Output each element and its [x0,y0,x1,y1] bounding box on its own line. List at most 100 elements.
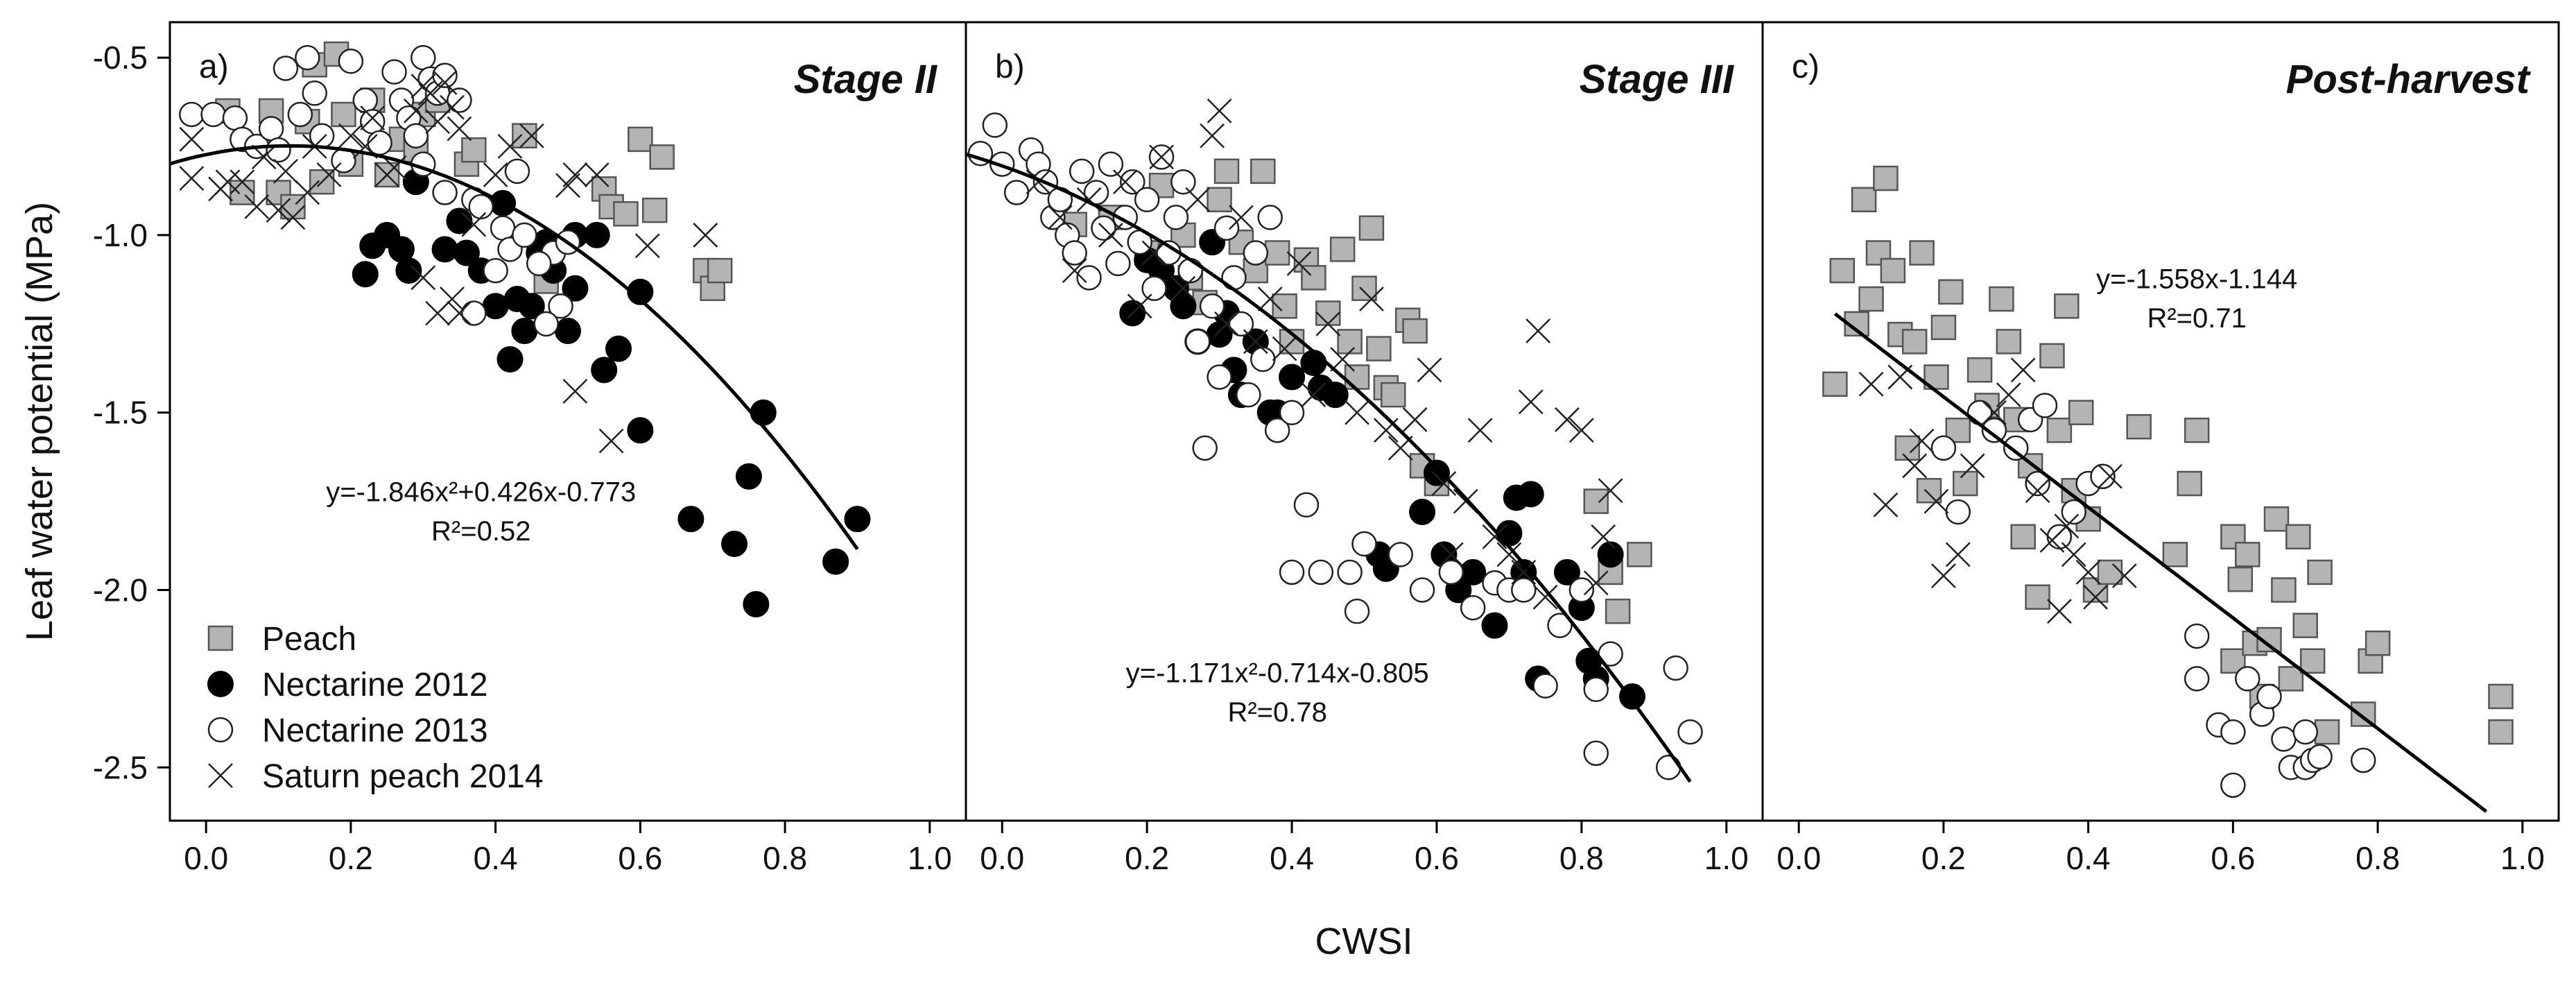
data-point [707,257,733,284]
legend-marker [207,625,234,651]
data-point [1207,99,1232,123]
data-point [410,265,436,291]
data-point [591,357,618,384]
data-point [1069,158,1095,185]
data-point [2054,513,2080,539]
panel-c-equation: y=-1.558x-1.144 [2096,264,2297,295]
data-point [1511,560,1537,585]
data-point [2285,524,2311,550]
data-point [461,300,487,326]
data-point [598,428,624,454]
data-point [316,162,342,187]
data-point [1482,524,1507,549]
data-point [352,261,379,288]
data-point [735,463,762,490]
data-point [468,194,494,220]
data-point [519,123,544,148]
data-point [1351,531,1377,557]
data-point [1279,364,1306,391]
data-point [2025,470,2050,497]
data-point [432,70,458,95]
data-point [1315,300,1341,326]
data-point [1402,318,1428,344]
data-point [1945,499,1971,525]
data-point [1243,240,1269,266]
data-point [1880,257,1906,284]
data-point [2234,542,2261,567]
data-point [641,197,668,223]
data-point [1207,187,1232,213]
data-point [453,239,480,266]
data-point [331,101,356,128]
y-tick-label: -2.0 [93,572,148,608]
data-point [1344,598,1370,624]
data-point [2046,418,2073,443]
legend-label-nectarine-2013: Nectarine 2013 [262,712,488,749]
data-point [2090,463,2116,490]
data-point [1257,205,1283,230]
panel-a-equation: y=-1.846x²+0.426x-0.773 [326,477,636,508]
data-point [1170,293,1197,320]
data-point [403,123,429,148]
data-point [2271,577,2297,603]
data-point [627,278,654,305]
panel-a-label: a) [199,49,229,85]
data-point [1134,187,1160,213]
data-point [461,137,487,163]
data-point [2010,357,2036,383]
data-point [628,126,653,153]
data-point [1909,428,1935,454]
data-point [1177,257,1204,284]
data-point [2488,719,2514,745]
data-point [461,212,487,237]
data-point [2263,506,2290,532]
data-point [266,137,291,163]
series-nectarine-2012 [352,169,871,617]
data-point [627,417,654,444]
data-point [1119,169,1146,195]
data-point [693,223,718,248]
data-point [1141,275,1167,301]
data-point [1902,453,1928,479]
x-tick-label: 0.2 [329,840,373,876]
data-point [2307,559,2333,585]
data-point [381,155,407,180]
data-point [1207,364,1232,390]
data-point [1547,613,1573,638]
data-point [447,116,472,142]
data-point [1553,558,1580,585]
data-point [1315,311,1341,336]
data-point [605,335,632,362]
data-point [1003,180,1030,205]
data-point [1822,371,1848,398]
x-tick-label: 0.2 [1921,840,1966,876]
data-point [2010,524,2036,550]
data-point [2047,599,2072,624]
data-point [309,123,335,148]
data-point [1930,435,1957,461]
data-point [1583,488,1609,514]
x-tick-label: 0.6 [618,840,662,876]
data-point [410,44,436,71]
data-point [1112,169,1138,195]
data-point [1250,158,1276,185]
legend: Peach Nectarine 2012 Nectarine 2013 Satu… [207,621,544,795]
data-point [1264,418,1290,443]
fit-curve [1833,312,2488,813]
data-point [1127,293,1152,319]
data-point [2025,584,2050,610]
data-point [302,80,327,106]
data-point [1047,205,1073,230]
data-point [1829,257,1856,284]
data-point [1627,542,1652,567]
data-point [497,134,523,159]
data-point [1344,364,1370,390]
data-point [2220,719,2246,745]
data-point [1865,240,1892,266]
data-point [440,287,465,311]
data-point [555,318,581,345]
data-point [2068,400,2094,425]
data-point [1221,265,1247,291]
panel-b-title: Stage III [1580,57,1735,102]
data-point [1909,240,1935,266]
